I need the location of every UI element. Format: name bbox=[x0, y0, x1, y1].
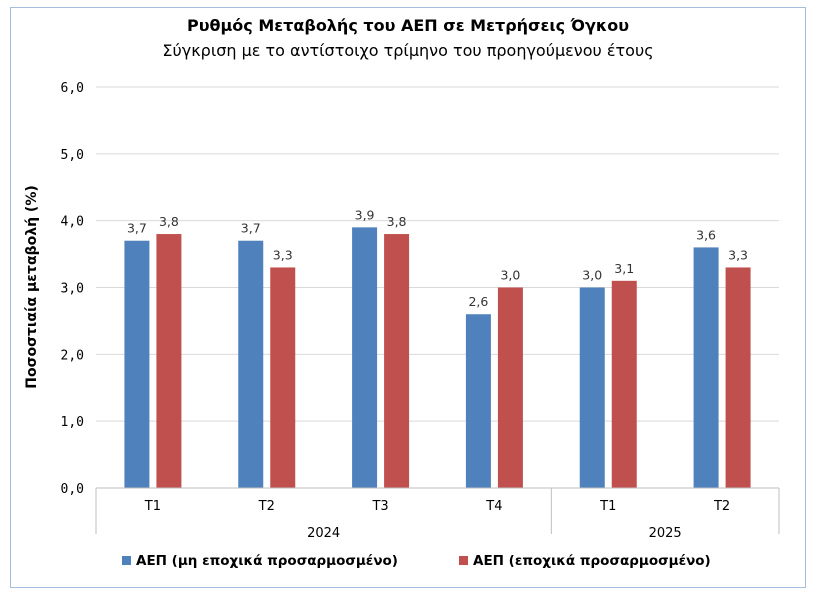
bar bbox=[465, 314, 491, 488]
bar bbox=[497, 287, 523, 488]
data-label: 3,0 bbox=[500, 268, 520, 283]
data-label: 3,1 bbox=[614, 261, 634, 276]
data-label: 3,8 bbox=[387, 214, 407, 229]
bars bbox=[124, 227, 751, 488]
y-tick-label: 5,0 bbox=[61, 148, 84, 163]
y-tick-label: 6,0 bbox=[61, 81, 84, 96]
data-label: 3,9 bbox=[355, 207, 375, 222]
x-axis: T1 T2 T3 T4 T1 T2 2024 2025 bbox=[95, 487, 780, 541]
data-label: 3,7 bbox=[127, 221, 147, 236]
x-tick-label: T4 bbox=[485, 499, 502, 514]
y-tick-label: 3,0 bbox=[61, 282, 84, 297]
bar bbox=[238, 240, 264, 488]
bar bbox=[124, 240, 150, 488]
x-tick-label: T2 bbox=[258, 499, 275, 514]
bar bbox=[611, 280, 637, 488]
x-tick-label: T1 bbox=[599, 499, 616, 514]
data-label: 3,8 bbox=[159, 214, 179, 229]
legend-label: ΑΕΠ (μη εποχικά προσαρμοσμένο) bbox=[136, 553, 398, 569]
y-tick-labels: 0,0 1,0 2,0 3,0 4,0 5,0 6,0 bbox=[61, 81, 84, 497]
x-group-label: 2025 bbox=[649, 526, 682, 541]
legend-label: ΑΕΠ (εποχικά προσαρμοσμένο) bbox=[473, 553, 711, 569]
x-tick-label: T3 bbox=[371, 499, 388, 514]
chart-subtitle: Σύγκριση με το αντίστοιχο τρίμηνο του πρ… bbox=[162, 41, 653, 60]
data-label: 3,3 bbox=[728, 247, 748, 262]
legend-swatch bbox=[122, 556, 131, 565]
data-label: 3,7 bbox=[241, 221, 261, 236]
legend-swatch bbox=[459, 556, 468, 565]
chart-title: Ρυθμός Μεταβολής του ΑΕΠ σε Μετρήσεις Όγ… bbox=[187, 16, 629, 35]
data-labels: 3,7 3,7 3,9 2,6 3,0 3,6 3,8 3,3 3,8 3,0 3,1 3,3 bbox=[127, 207, 748, 309]
legend: ΑΕΠ (μη εποχικά προσαρμοσμένο) ΑΕΠ (εποχι… bbox=[122, 553, 711, 569]
bar bbox=[156, 234, 182, 488]
y-tick-label: 4,0 bbox=[61, 215, 84, 230]
data-label: 3,3 bbox=[273, 247, 293, 262]
bar bbox=[352, 227, 378, 488]
y-tick-label: 1,0 bbox=[61, 415, 84, 430]
x-tick-label: T2 bbox=[713, 499, 730, 514]
bar bbox=[693, 247, 719, 488]
y-tick-label: 0,0 bbox=[61, 482, 84, 497]
bar bbox=[270, 267, 296, 488]
x-tick-label: T1 bbox=[144, 499, 161, 514]
data-label: 3,6 bbox=[696, 227, 716, 242]
x-group-label: 2024 bbox=[307, 526, 340, 541]
bar bbox=[725, 267, 751, 488]
y-axis-label: Ποσοστιαία μεταβολή (%) bbox=[24, 185, 40, 389]
gridlines bbox=[96, 86, 779, 422]
data-label: 2,6 bbox=[468, 294, 488, 309]
bar bbox=[384, 234, 410, 488]
data-label: 3,0 bbox=[582, 268, 602, 283]
bar bbox=[579, 287, 605, 488]
y-tick-label: 2,0 bbox=[61, 348, 84, 363]
